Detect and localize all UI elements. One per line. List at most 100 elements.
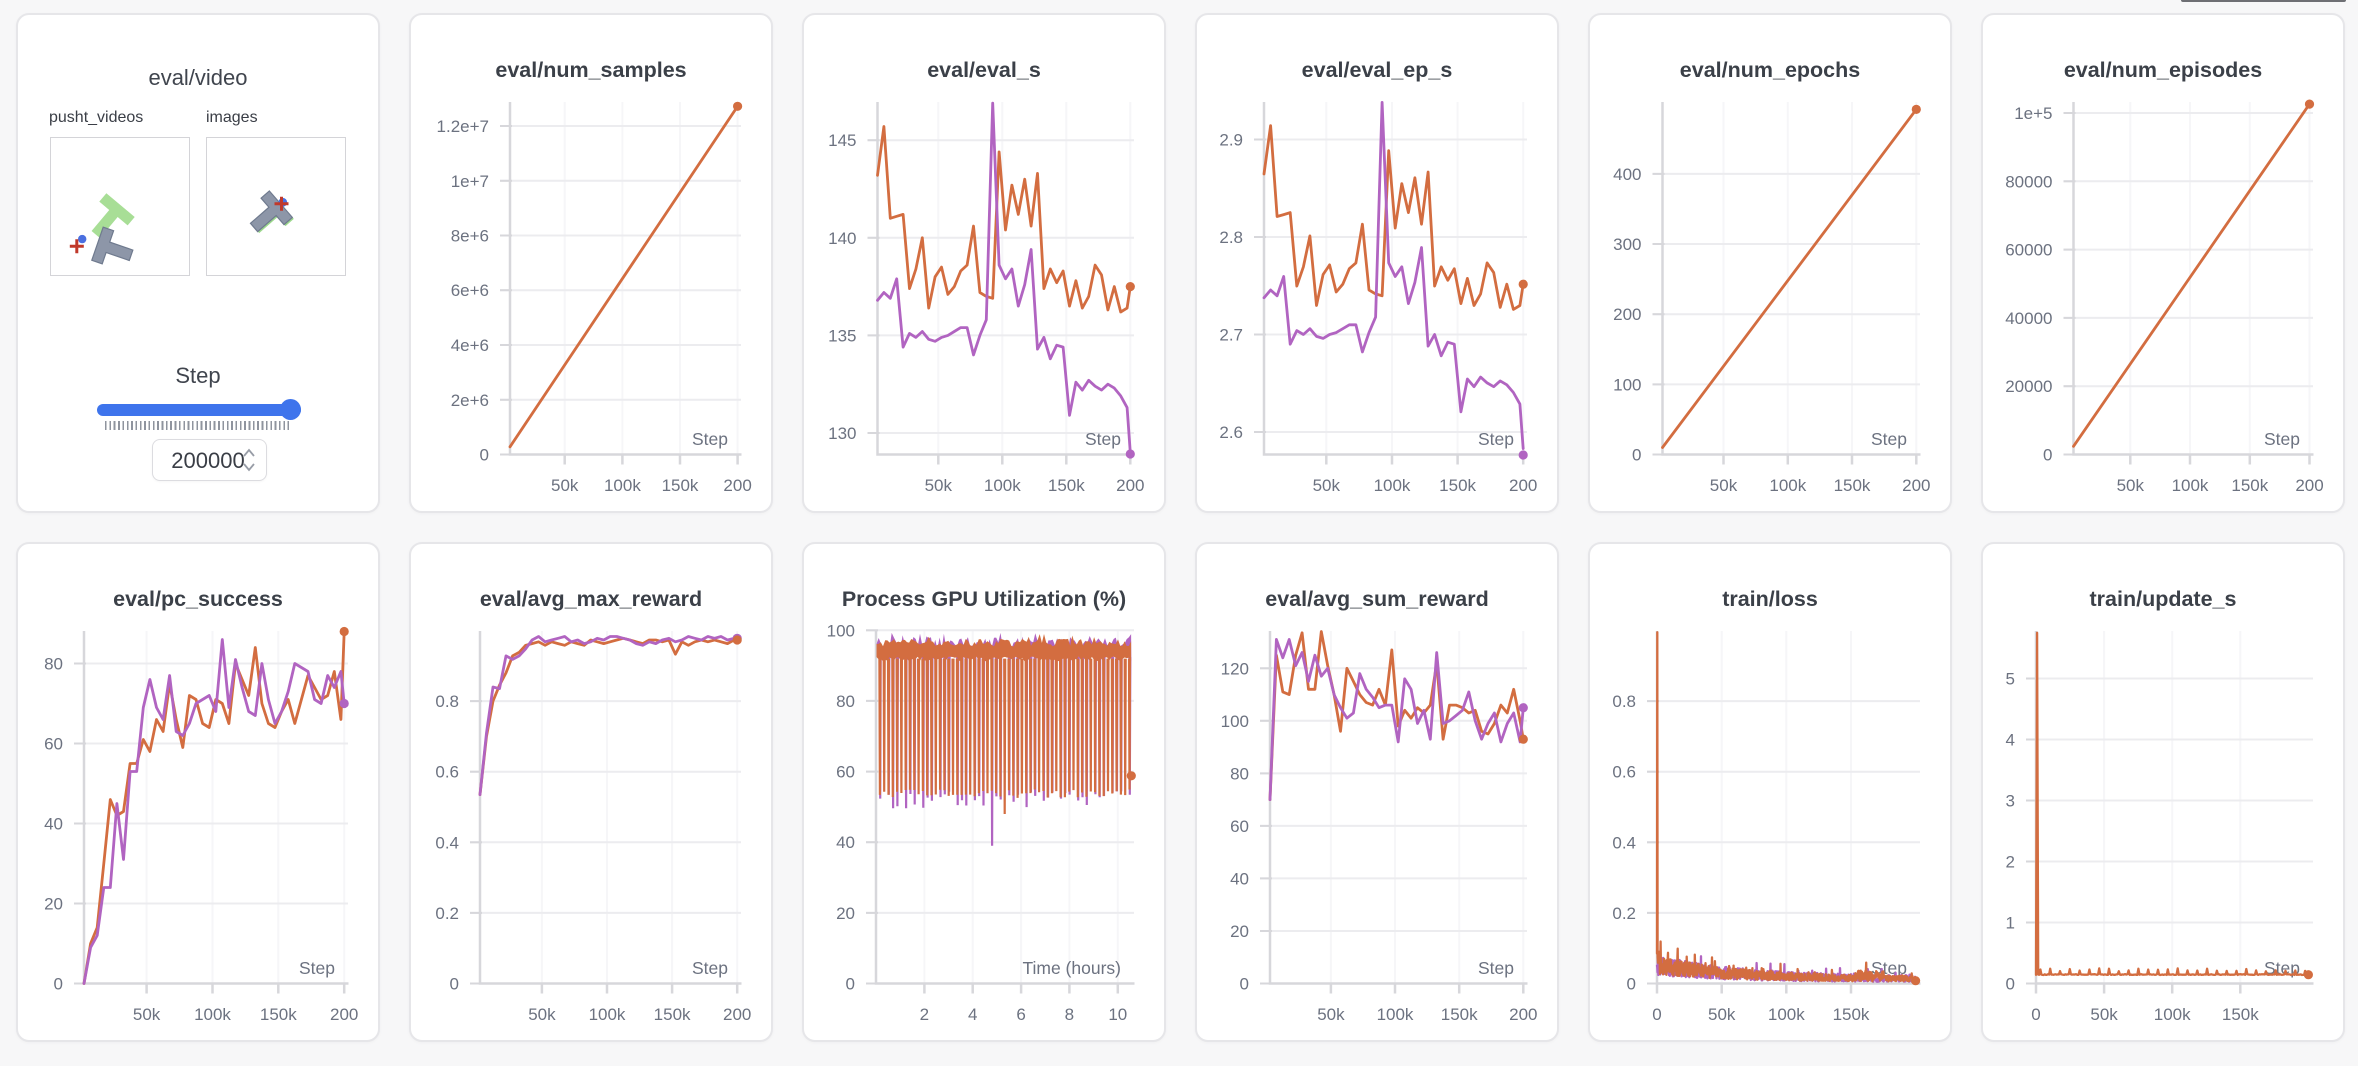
svg-text:50k: 50k (528, 1005, 556, 1024)
svg-text:40: 40 (836, 833, 855, 852)
svg-text:150k: 150k (662, 476, 699, 495)
svg-text:100k: 100k (1377, 1005, 1414, 1024)
svg-text:50k: 50k (1313, 476, 1341, 495)
svg-text:train/loss: train/loss (1722, 587, 1818, 611)
svg-text:100: 100 (1613, 375, 1641, 394)
svg-text:200: 200 (1902, 476, 1930, 495)
svg-text:Step: Step (1871, 958, 1907, 978)
svg-text:2: 2 (920, 1005, 929, 1024)
svg-text:80: 80 (836, 692, 855, 711)
svg-text:145: 145 (828, 131, 856, 150)
svg-text:150k: 150k (1833, 1005, 1870, 1024)
svg-text:eval/eval_s: eval/eval_s (927, 58, 1041, 82)
svg-text:1e+7: 1e+7 (451, 172, 489, 191)
svg-text:50k: 50k (2117, 476, 2145, 495)
svg-text:150k: 150k (1834, 476, 1871, 495)
svg-text:Step: Step (692, 958, 728, 978)
svg-text:6: 6 (1016, 1005, 1025, 1024)
svg-text:Step: Step (1871, 429, 1907, 449)
svg-text:1: 1 (2006, 914, 2015, 933)
svg-text:20: 20 (44, 895, 63, 914)
svg-text:0.4: 0.4 (1612, 833, 1636, 852)
svg-text:0: 0 (2043, 446, 2052, 465)
svg-text:0: 0 (2031, 1005, 2040, 1024)
svg-text:Step: Step (692, 429, 728, 449)
svg-text:150k: 150k (2222, 1005, 2259, 1024)
svg-text:140: 140 (828, 229, 856, 248)
svg-text:100k: 100k (2172, 476, 2209, 495)
svg-text:150k: 150k (2231, 476, 2268, 495)
svg-text:2.9: 2.9 (1219, 131, 1243, 150)
svg-text:50k: 50k (1710, 476, 1738, 495)
svg-text:100: 100 (1221, 712, 1249, 731)
svg-text:Step: Step (1478, 429, 1514, 449)
svg-text:0: 0 (1627, 975, 1636, 994)
svg-text:40: 40 (44, 815, 63, 834)
svg-text:80: 80 (44, 655, 63, 674)
svg-text:Step: Step (299, 958, 335, 978)
svg-text:0.8: 0.8 (1612, 692, 1636, 711)
svg-text:100k: 100k (984, 476, 1021, 495)
svg-text:150k: 150k (1048, 476, 1085, 495)
svg-text:Time (hours): Time (hours) (1022, 958, 1121, 978)
svg-text:300: 300 (1613, 235, 1641, 254)
svg-text:eval/pc_success: eval/pc_success (113, 587, 283, 611)
svg-text:8: 8 (1065, 1005, 1074, 1024)
svg-text:120: 120 (1221, 659, 1249, 678)
svg-text:150k: 150k (1439, 476, 1476, 495)
svg-text:0: 0 (1652, 1005, 1661, 1024)
svg-text:50k: 50k (1708, 1005, 1736, 1024)
svg-text:train/update_s: train/update_s (2090, 587, 2237, 611)
svg-text:50k: 50k (1317, 1005, 1345, 1024)
svg-text:100k: 100k (2154, 1005, 2191, 1024)
svg-text:0: 0 (54, 975, 63, 994)
svg-text:eval/avg_max_reward: eval/avg_max_reward (480, 587, 702, 611)
svg-text:6e+6: 6e+6 (451, 281, 489, 300)
svg-text:200: 200 (723, 1005, 751, 1024)
svg-text:0.2: 0.2 (435, 904, 459, 923)
svg-text:200: 200 (1613, 305, 1641, 324)
svg-text:4: 4 (2006, 731, 2015, 750)
svg-text:150k: 150k (260, 1005, 297, 1024)
svg-text:8e+6: 8e+6 (451, 227, 489, 246)
svg-text:50k: 50k (551, 476, 579, 495)
svg-text:200: 200 (2295, 476, 2323, 495)
svg-text:1.2e+7: 1.2e+7 (437, 117, 489, 136)
svg-text:20: 20 (836, 904, 855, 923)
svg-text:0: 0 (2006, 975, 2015, 994)
svg-text:4e+6: 4e+6 (451, 336, 489, 355)
svg-text:2e+6: 2e+6 (451, 391, 489, 410)
svg-text:100k: 100k (1768, 1005, 1805, 1024)
svg-text:0: 0 (1240, 975, 1249, 994)
svg-text:150k: 150k (1441, 1005, 1478, 1024)
svg-text:2: 2 (2006, 853, 2015, 872)
svg-text:Step: Step (1085, 429, 1121, 449)
svg-text:80: 80 (1230, 764, 1249, 783)
svg-text:2.8: 2.8 (1219, 228, 1243, 247)
svg-text:0.4: 0.4 (435, 833, 459, 852)
svg-text:2.7: 2.7 (1219, 326, 1243, 345)
svg-text:200: 200 (1509, 476, 1537, 495)
svg-text:Process GPU Utilization (%): Process GPU Utilization (%) (842, 587, 1126, 611)
svg-text:200: 200 (723, 476, 751, 495)
svg-text:20: 20 (1230, 922, 1249, 941)
svg-text:0: 0 (1632, 446, 1641, 465)
svg-text:Step: Step (1478, 958, 1514, 978)
svg-text:80000: 80000 (2005, 172, 2052, 191)
svg-text:Step: Step (2264, 958, 2300, 978)
svg-text:0.6: 0.6 (435, 763, 459, 782)
svg-text:0: 0 (450, 975, 459, 994)
svg-text:100k: 100k (1374, 476, 1411, 495)
svg-text:60: 60 (1230, 817, 1249, 836)
svg-text:200: 200 (1116, 476, 1144, 495)
svg-text:50k: 50k (2090, 1005, 2118, 1024)
svg-text:eval/num_samples: eval/num_samples (495, 58, 686, 82)
svg-text:0: 0 (480, 446, 489, 465)
svg-text:eval/eval_ep_s: eval/eval_ep_s (1302, 58, 1453, 82)
svg-text:60000: 60000 (2005, 241, 2052, 260)
svg-text:4: 4 (968, 1005, 977, 1024)
svg-text:100k: 100k (194, 1005, 231, 1024)
svg-text:40000: 40000 (2005, 309, 2052, 328)
svg-text:100: 100 (827, 621, 855, 640)
svg-text:Step: Step (2264, 429, 2300, 449)
